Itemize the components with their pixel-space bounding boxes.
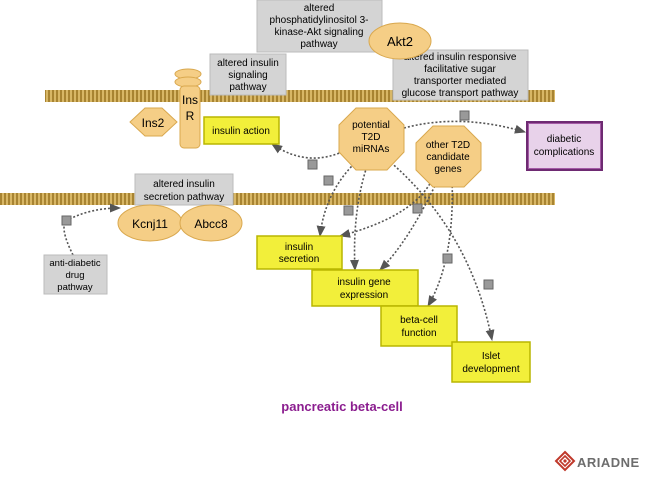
label-line: secretion pathway (144, 192, 225, 203)
node-akt2[interactable]: Akt2 (368, 22, 432, 60)
node-kcnj11[interactable]: Kcnj11 (117, 204, 183, 242)
node-abcc8[interactable]: Abcc8 (179, 204, 243, 242)
label-line: T2D (362, 132, 381, 143)
label-line: facilitative sugar (424, 64, 496, 75)
node-antidiabetic-pathway[interactable]: anti-diabetic drug pathway (43, 254, 108, 295)
node-islet-development[interactable]: Islet development (451, 341, 531, 383)
label: insulin action (212, 126, 270, 137)
ariadne-logo: ARIADNE (554, 450, 640, 472)
label-line: candidate (426, 152, 470, 163)
node-insulin-action[interactable]: insulin action (203, 116, 280, 145)
label-line: phosphatidylinositol 3- (270, 15, 369, 26)
node-beta-cell-function[interactable]: beta-cell function (380, 305, 458, 347)
node-pi3k-pathway[interactable]: altered phosphatidylinositol 3- kinase-A… (256, 0, 383, 53)
junction (459, 110, 470, 121)
label: Abcc8 (194, 217, 228, 231)
label-line: genes (434, 164, 461, 175)
edge-mirna-to-insulin-action (271, 143, 351, 159)
label-line: beta-cell (400, 315, 438, 326)
cell-membrane-bottom (0, 193, 555, 205)
edge-antidiabetic-to-kcnj11 (63, 203, 122, 256)
label: Akt2 (387, 34, 413, 49)
node-insulin-gene-expression[interactable]: insulin gene expression (311, 269, 419, 307)
label-line: altered insulin (153, 179, 215, 190)
junction (412, 203, 423, 214)
brand-name: ARIADNE (577, 455, 640, 470)
edge-mirna-to-complications (403, 120, 527, 134)
junctions (61, 110, 494, 290)
junction (307, 159, 318, 170)
node-glucose-transport-pathway[interactable]: altered insulin responsive facilitative … (392, 49, 529, 101)
label-line: Islet (482, 351, 501, 362)
edge-genes-to-beta-function (427, 177, 454, 307)
label-line: altered insulin (217, 58, 279, 69)
node-insulin-secretion[interactable]: insulin secretion (256, 235, 343, 270)
label-line: drug (65, 270, 84, 281)
junction (323, 175, 334, 186)
junction (442, 253, 453, 264)
label-line: Ins (182, 93, 198, 107)
cell-label: pancreatic beta-cell (281, 399, 402, 414)
label-line: other T2D (426, 140, 470, 151)
node-insulin-signaling-pathway[interactable]: altered insulin signaling pathway (209, 53, 287, 96)
label-line: altered insulin responsive (404, 52, 517, 63)
label-line: potential (352, 120, 390, 131)
label-line: pathway (57, 282, 93, 293)
edge-genes-to-gene-expression (379, 174, 441, 271)
edge-mirna-to-islet (387, 159, 495, 342)
label-line: complications (534, 147, 595, 158)
label-line: altered (304, 3, 335, 14)
label-line: function (401, 328, 436, 339)
label-line: glucose transport pathway (402, 88, 519, 99)
label-line: anti-diabetic (49, 258, 100, 269)
ariadne-logo-icon (554, 450, 576, 472)
node-secretion-pathway[interactable]: altered insulin secretion pathway (134, 173, 234, 206)
label-line: kinase-Akt signaling (275, 27, 364, 38)
junction (61, 215, 72, 226)
label-line: development (462, 364, 519, 375)
label-line: miRNAs (353, 144, 390, 155)
junction (483, 279, 494, 290)
node-t2d-genes[interactable]: other T2D candidate genes (415, 125, 482, 188)
label: Kcnj11 (132, 217, 168, 231)
label-line: transporter mediated (414, 76, 506, 87)
label-line: insulin (285, 242, 313, 253)
label: Ins2 (142, 116, 165, 130)
label-line: pathway (229, 82, 266, 93)
label-line: signaling (228, 70, 267, 81)
node-mirnas[interactable]: potential T2D miRNAs (338, 107, 405, 171)
label-line: expression (340, 290, 388, 301)
node-diabetic-complications[interactable]: diabetic complications (526, 121, 603, 171)
node-insr[interactable]: Ins R (174, 68, 202, 149)
edge-genes-to-secretion (338, 172, 436, 238)
edge-mirna-to-gene-expression (350, 162, 369, 272)
label-line: pathway (300, 39, 337, 50)
label-line: diabetic (547, 134, 581, 145)
node-ins2[interactable]: Ins2 (129, 107, 178, 137)
label-line: insulin gene (337, 277, 391, 288)
label-line: secretion (279, 254, 320, 265)
label-line: R (186, 109, 195, 123)
junction (343, 205, 354, 216)
